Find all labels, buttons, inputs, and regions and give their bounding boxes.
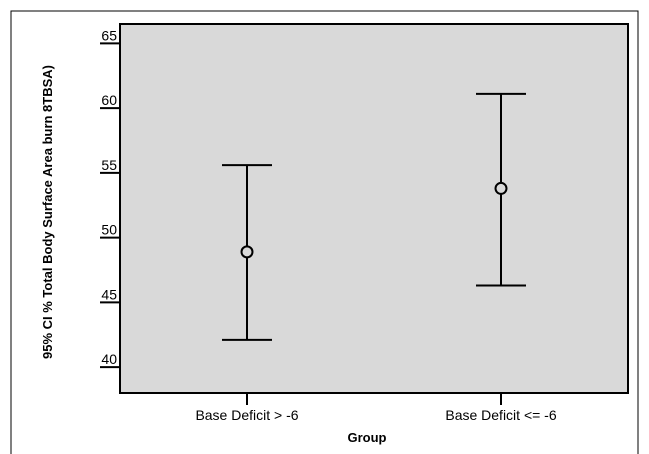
figure-frame xyxy=(10,10,639,454)
x-axis: Base Deficit > -6 Base Deficit <= -6 xyxy=(195,393,557,423)
y-tick-label-40: 40 xyxy=(101,351,117,367)
y-tick-label-55: 55 xyxy=(101,157,117,173)
mean-point-2 xyxy=(494,181,508,195)
x-tick-label-2: Base Deficit <= -6 xyxy=(445,407,556,423)
y-axis-title: 95% CI % Total Body Surface Area burn 8T… xyxy=(40,65,55,359)
error-bar-series xyxy=(222,92,526,341)
mean-point-1 xyxy=(240,245,254,259)
y-tick-label-60: 60 xyxy=(101,92,117,108)
error-bar-2 xyxy=(476,92,526,287)
error-bar-1 xyxy=(222,164,272,341)
y-tick-label-50: 50 xyxy=(101,222,117,238)
y-axis: 40 45 50 55 60 65 xyxy=(100,27,120,369)
plot-area xyxy=(119,23,629,394)
y-tick-label-45: 45 xyxy=(101,286,117,302)
y-tick-label-65: 65 xyxy=(101,27,117,43)
x-axis-title: Group xyxy=(348,430,387,445)
x-tick-label-1: Base Deficit > -6 xyxy=(195,407,298,423)
